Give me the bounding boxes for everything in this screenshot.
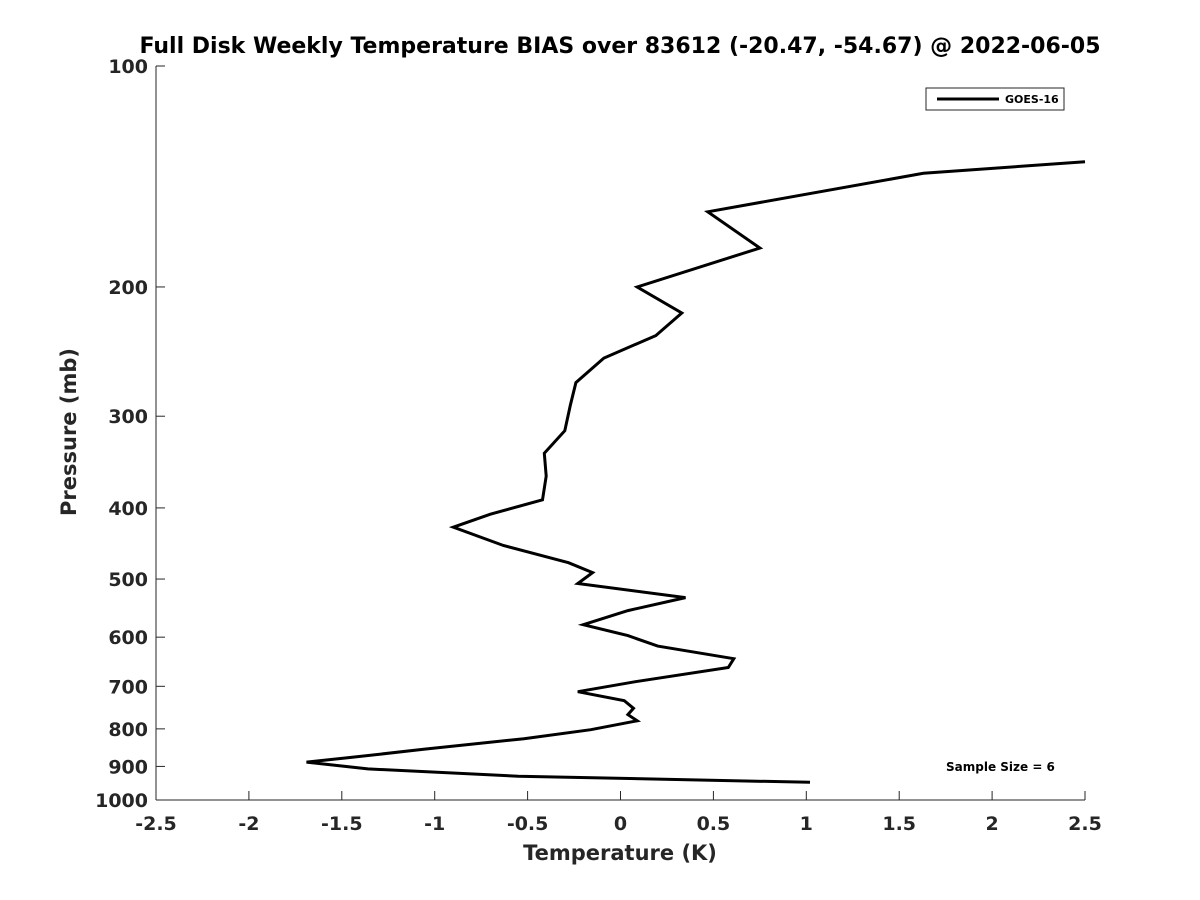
- series-line-goes-16: [306, 160, 1086, 784]
- x-axis-label: Temperature (K): [523, 841, 717, 865]
- y-tick-label: 1000: [95, 790, 148, 812]
- y-ticks: 100 200 300 400 500 600 700 800 900 1000: [95, 56, 165, 812]
- x-tick-label: -1: [424, 813, 445, 835]
- x-ticks: -2.5 -2 -1.5 -1 -0.5 0 0.5 1 1.5 2 2.5: [135, 791, 1102, 835]
- y-tick-label: 500: [108, 569, 148, 591]
- sample-size-annotation: Sample Size = 6: [946, 760, 1055, 774]
- legend-entry-goes-16: GOES-16: [1005, 93, 1059, 106]
- x-tick-label: 0.5: [697, 813, 731, 835]
- y-axis-label: Pressure (mb): [57, 348, 81, 516]
- y-tick-label: 200: [108, 277, 148, 299]
- x-tick-label: -2.5: [135, 813, 177, 835]
- x-tick-label: 0: [614, 813, 627, 835]
- x-tick-label: 2: [985, 813, 998, 835]
- x-tick-label: 1.5: [882, 813, 916, 835]
- legend: GOES-16: [925, 87, 1065, 111]
- y-tick-label: 600: [108, 627, 148, 649]
- x-tick-label: -2: [238, 813, 259, 835]
- y-tick-label: 700: [108, 676, 148, 698]
- chart-title: Full Disk Weekly Temperature BIAS over 8…: [139, 34, 1100, 59]
- x-tick-label: -0.5: [507, 813, 549, 835]
- x-tick-label: 2.5: [1068, 813, 1102, 835]
- y-tick-label: 800: [108, 719, 148, 741]
- y-tick-label: 100: [108, 56, 148, 78]
- y-tick-label: 900: [108, 756, 148, 778]
- plot-area: [155, 66, 1085, 801]
- x-tick-label: -1.5: [321, 813, 363, 835]
- series-layer: [306, 160, 1086, 784]
- y-tick-label: 300: [108, 406, 148, 428]
- y-tick-label: 400: [108, 498, 148, 520]
- x-tick-label: 1: [800, 813, 813, 835]
